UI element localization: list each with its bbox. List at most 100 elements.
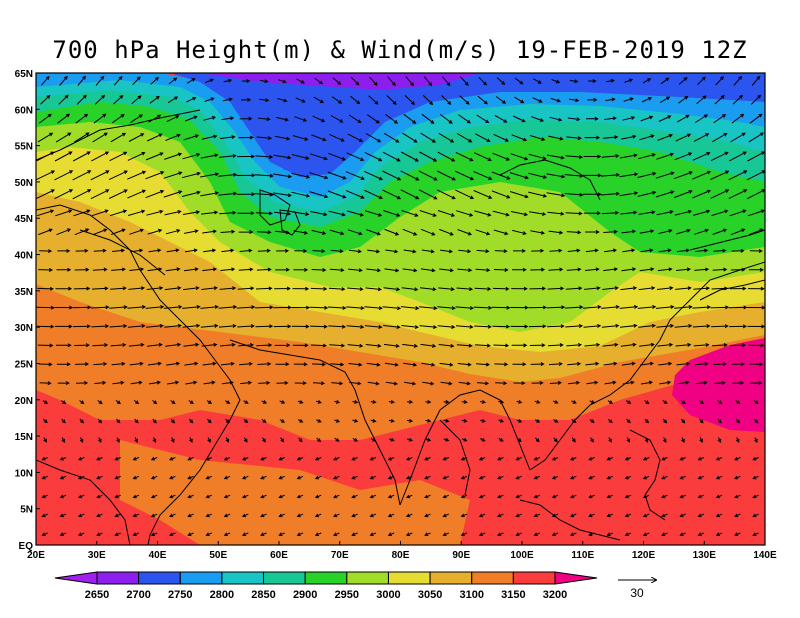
wind-arrow — [567, 248, 581, 253]
wind-arrow — [278, 532, 285, 537]
wind-arrow — [639, 229, 655, 234]
wind-arrow — [292, 135, 309, 141]
wind-arrow — [129, 228, 144, 235]
wind-arrow — [442, 456, 449, 461]
wind-arrow — [638, 210, 656, 215]
wind-arrow — [752, 456, 759, 461]
wind-arrow — [551, 456, 559, 461]
wind-arrow — [715, 76, 724, 86]
wind-arrow — [640, 248, 654, 253]
wind-arrow — [152, 400, 158, 405]
wind-arrow — [291, 172, 311, 179]
wind-arrow — [237, 154, 256, 159]
coastlines — [36, 109, 765, 545]
wind-arrow — [346, 324, 365, 329]
lat-tick-label: 50N — [15, 178, 33, 189]
wind-arrow — [494, 249, 508, 254]
wind-arrow — [130, 380, 143, 385]
wind-arrow — [551, 475, 559, 480]
wind-arrow — [241, 475, 249, 480]
wind-arrow — [510, 211, 528, 217]
colorbar-level-label: 3000 — [376, 589, 400, 601]
wind-arrow — [382, 189, 402, 200]
wind-arrow — [223, 532, 231, 537]
wind-arrow — [621, 134, 637, 140]
wind-arrow — [292, 211, 310, 216]
wind-arrow — [513, 381, 526, 386]
wind-arrow — [351, 456, 358, 461]
wind-arrow — [147, 267, 163, 272]
wind-arrow — [530, 267, 546, 272]
wind-arrow — [677, 380, 690, 385]
wind-arrow — [547, 286, 565, 291]
wind-arrow — [747, 151, 765, 162]
wind-arrow — [316, 418, 322, 423]
wind-arrow — [255, 286, 273, 291]
colorbar-swatch — [429, 571, 473, 585]
wind-arrow — [495, 381, 508, 386]
wind-arrow — [309, 172, 329, 180]
wind-arrow — [202, 267, 218, 272]
wind-arrow — [583, 211, 601, 216]
wind-arrow — [752, 475, 759, 480]
wind-arrow — [694, 228, 709, 235]
wind-arrow — [569, 513, 577, 518]
wind-arrow — [728, 170, 748, 181]
wind-arrow — [128, 286, 146, 291]
wind-arrow — [551, 513, 559, 518]
wind-arrow — [311, 343, 327, 348]
wind-arrow — [530, 362, 545, 367]
wind-arrow — [659, 96, 671, 104]
wind-arrow — [163, 171, 183, 179]
wind-arrow — [533, 78, 542, 84]
wind-arrow — [276, 381, 289, 385]
wind-arrow — [752, 532, 759, 537]
wind-arrow — [437, 210, 456, 217]
wind-arrow — [658, 248, 672, 253]
wind-arrow — [57, 248, 71, 253]
wind-arrow — [348, 362, 363, 367]
wind-arrow — [163, 190, 183, 198]
wind-arrow — [403, 113, 417, 124]
wind-arrow — [729, 151, 747, 162]
wind-arrow — [547, 343, 564, 348]
wind-arrow — [442, 475, 449, 480]
wind-arrow — [729, 286, 747, 291]
wind-arrow — [625, 400, 632, 404]
wind-arrow — [278, 79, 287, 84]
wind-arrow — [113, 95, 124, 105]
wind-arrow — [296, 475, 304, 480]
wind-arrow — [241, 78, 251, 83]
wind-arrow — [146, 133, 163, 142]
wind-arrow — [748, 343, 765, 348]
wind-arrow — [200, 153, 219, 159]
wind-arrow — [73, 209, 91, 217]
wind-arrow — [352, 400, 359, 404]
wind-arrow — [37, 132, 54, 143]
wind-arrow — [587, 97, 598, 102]
wind-arrow — [220, 229, 236, 234]
wind-arrow — [333, 456, 340, 461]
wind-arrow — [418, 189, 438, 200]
wind-arrow — [77, 75, 86, 86]
wind-arrow — [296, 494, 304, 499]
wind-arrow — [624, 475, 632, 480]
wind-arrow — [309, 153, 328, 161]
lat-tick-label: EQ — [19, 541, 34, 552]
wind-arrow — [585, 361, 600, 366]
wind-arrow — [498, 418, 505, 423]
wind-arrow — [164, 323, 183, 328]
wind-arrow — [150, 76, 159, 85]
wind-arrow — [730, 228, 746, 236]
lon-tick-label: 120E — [632, 550, 656, 561]
wind-arrow — [553, 437, 558, 443]
wind-arrow — [533, 513, 541, 518]
wind-arrow — [383, 132, 400, 143]
wind-arrow — [535, 437, 540, 443]
wind-arrow — [748, 132, 764, 143]
wind-arrow — [331, 96, 343, 104]
wind-arrow — [458, 249, 472, 254]
wind-arrow — [297, 419, 304, 423]
wind-arrow — [657, 267, 673, 272]
wind-arrow — [347, 229, 363, 236]
